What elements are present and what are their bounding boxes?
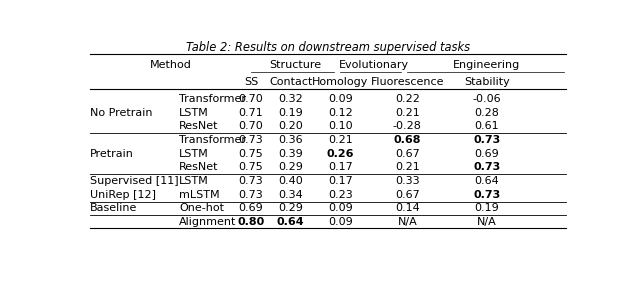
Text: 0.09: 0.09 (328, 203, 353, 213)
Text: 0.12: 0.12 (328, 108, 353, 118)
Text: Baseline: Baseline (90, 203, 138, 213)
Text: 0.64: 0.64 (474, 176, 499, 186)
Text: 0.40: 0.40 (278, 176, 303, 186)
Text: 0.73: 0.73 (239, 190, 264, 200)
Text: -0.28: -0.28 (393, 121, 422, 131)
Text: No Pretrain: No Pretrain (90, 108, 152, 118)
Text: Fluorescence: Fluorescence (371, 77, 444, 87)
Text: Stability: Stability (464, 77, 509, 87)
Text: ResNet: ResNet (179, 162, 219, 172)
Text: 0.20: 0.20 (278, 121, 303, 131)
Text: 0.67: 0.67 (395, 190, 420, 200)
Text: Table 2: Results on downstream supervised tasks: Table 2: Results on downstream supervise… (186, 41, 470, 54)
Text: 0.29: 0.29 (278, 203, 303, 213)
Text: 0.26: 0.26 (326, 149, 354, 159)
Text: Homology: Homology (312, 77, 369, 87)
Text: mLSTM: mLSTM (179, 190, 220, 200)
Text: 0.22: 0.22 (395, 94, 420, 104)
Text: LSTM: LSTM (179, 176, 209, 186)
Text: 0.21: 0.21 (395, 162, 420, 172)
Text: Method: Method (150, 60, 191, 70)
Text: 0.21: 0.21 (328, 135, 353, 145)
Text: 0.32: 0.32 (278, 94, 303, 104)
Text: 0.71: 0.71 (239, 108, 264, 118)
Text: UniRep [12]: UniRep [12] (90, 190, 156, 200)
Text: 0.09: 0.09 (328, 217, 353, 227)
Text: Transformer: Transformer (179, 94, 246, 104)
Text: 0.21: 0.21 (395, 108, 420, 118)
Text: Evolutionary: Evolutionary (339, 60, 409, 70)
Text: N/A: N/A (477, 217, 497, 227)
Text: N/A: N/A (397, 217, 417, 227)
Text: 0.39: 0.39 (278, 149, 303, 159)
Text: LSTM: LSTM (179, 149, 209, 159)
Text: Pretrain: Pretrain (90, 149, 134, 159)
Text: Alignment: Alignment (179, 217, 237, 227)
Text: 0.10: 0.10 (328, 121, 353, 131)
Text: Transformer: Transformer (179, 135, 246, 145)
Text: 0.14: 0.14 (395, 203, 420, 213)
Text: 0.28: 0.28 (474, 108, 499, 118)
Text: Supervised [11]: Supervised [11] (90, 176, 179, 186)
Text: 0.73: 0.73 (239, 135, 264, 145)
Text: 0.19: 0.19 (474, 203, 499, 213)
Text: 0.34: 0.34 (278, 190, 303, 200)
Text: 0.73: 0.73 (473, 135, 500, 145)
Text: 0.09: 0.09 (328, 94, 353, 104)
Text: Engineering: Engineering (453, 60, 520, 70)
Text: 0.17: 0.17 (328, 176, 353, 186)
Text: 0.75: 0.75 (239, 162, 264, 172)
Text: 0.75: 0.75 (239, 149, 264, 159)
Text: 0.33: 0.33 (395, 176, 420, 186)
Text: Contact: Contact (269, 77, 312, 87)
Text: -0.06: -0.06 (472, 94, 501, 104)
Text: 0.23: 0.23 (328, 190, 353, 200)
Text: 0.69: 0.69 (474, 149, 499, 159)
Text: 0.80: 0.80 (237, 217, 265, 227)
Text: 0.69: 0.69 (239, 203, 264, 213)
Text: 0.64: 0.64 (277, 217, 305, 227)
Text: 0.70: 0.70 (239, 94, 264, 104)
Text: 0.29: 0.29 (278, 162, 303, 172)
Text: 0.73: 0.73 (473, 190, 500, 200)
Text: 0.36: 0.36 (278, 135, 303, 145)
Text: LSTM: LSTM (179, 108, 209, 118)
Text: 0.17: 0.17 (328, 162, 353, 172)
Text: 0.73: 0.73 (239, 176, 264, 186)
Text: 0.68: 0.68 (394, 135, 421, 145)
Text: Structure: Structure (269, 60, 322, 70)
Text: One-hot: One-hot (179, 203, 224, 213)
Text: 0.73: 0.73 (473, 162, 500, 172)
Text: 0.61: 0.61 (474, 121, 499, 131)
Text: 0.67: 0.67 (395, 149, 420, 159)
Text: 0.70: 0.70 (239, 121, 264, 131)
Text: ResNet: ResNet (179, 121, 219, 131)
Text: 0.19: 0.19 (278, 108, 303, 118)
Text: SS: SS (244, 77, 259, 87)
